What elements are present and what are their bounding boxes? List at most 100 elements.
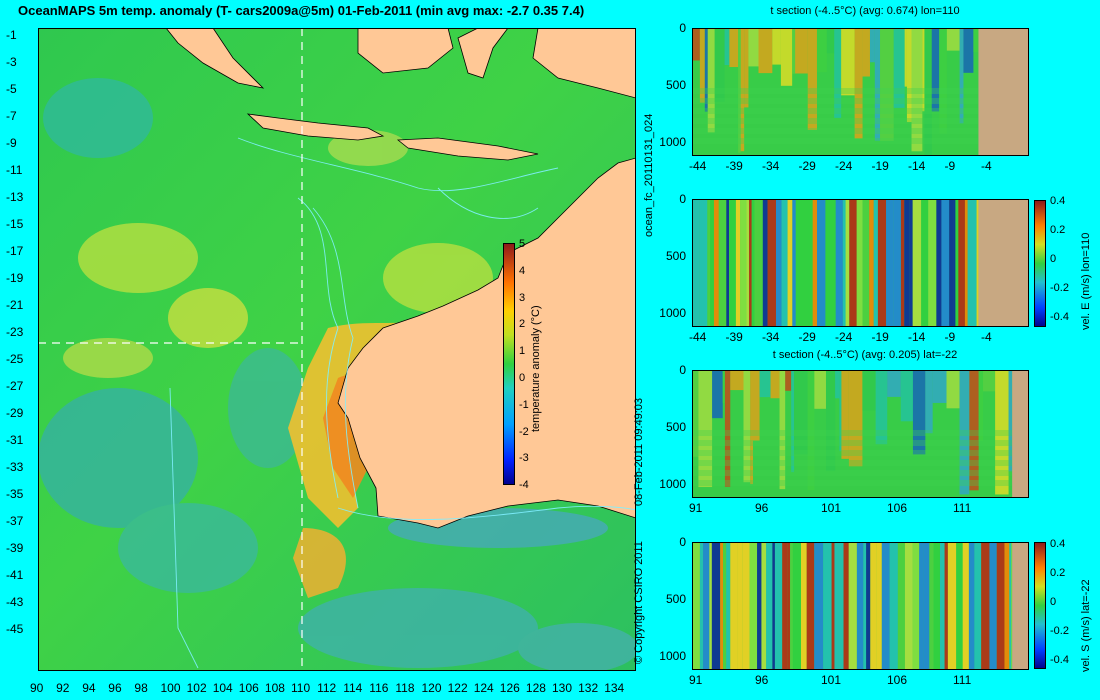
section-depth-band [692, 480, 1013, 486]
temperature-anomaly-map [38, 28, 636, 671]
section-depth-band [692, 460, 1013, 466]
section-stripe [962, 542, 969, 670]
section-colorbar-tick: 0.2 [1050, 224, 1066, 236]
section-stripe [964, 199, 968, 327]
section-x-tick: -39 [725, 159, 743, 173]
section-stripe [862, 28, 870, 77]
section-stripe [795, 199, 805, 327]
section-stripe [953, 199, 956, 327]
section-stripe [699, 199, 708, 327]
section-stripe [936, 199, 942, 327]
section-stripe [825, 199, 833, 327]
section-stripe [967, 199, 977, 327]
section-depth-tick: 1000 [659, 477, 686, 491]
lon-tick-label: 112 [317, 681, 337, 695]
lat-tick-label: -19 [6, 271, 24, 285]
section-depth-tick: 500 [665, 592, 686, 606]
copyright-text: © Copyright CSIRO 2011 [633, 541, 645, 664]
section-stripe [862, 370, 876, 411]
section-stripe [790, 542, 793, 670]
section-stripe [958, 199, 965, 327]
section-stripe [780, 28, 793, 86]
section-stripe [707, 199, 711, 327]
section-stripe [735, 199, 741, 327]
section-stripe [746, 199, 750, 327]
section-x-tick: 111 [953, 673, 972, 687]
map-colorbar-tick: 2 [519, 318, 526, 331]
section-stripe [709, 542, 712, 670]
section-stripe [848, 542, 857, 670]
section-stripe [807, 370, 815, 491]
section-stripe [722, 370, 725, 404]
section-stripe [841, 28, 855, 96]
lat-tick-label: -11 [6, 163, 23, 177]
section-stripe [856, 542, 864, 670]
map-colorbar-label: temperature anomaly (°C) [530, 305, 542, 432]
lat-tick-label: -25 [6, 352, 24, 366]
section-stripe [742, 542, 750, 670]
lat-tick-label: -23 [6, 325, 24, 339]
lesser-sunda-land [396, 137, 539, 161]
section-depth-tick: 1000 [659, 649, 686, 663]
section-stripe [862, 199, 870, 327]
section-stripe [944, 542, 948, 670]
map-colorbar-tick: -4 [519, 479, 529, 492]
section-stripe [893, 199, 901, 327]
section-stripe [723, 542, 727, 670]
lon-tick-label: 92 [56, 681, 70, 695]
lat-tick-label: -7 [6, 109, 17, 123]
section-colorbar-tick: 0.2 [1050, 567, 1066, 579]
section-stripe [726, 199, 730, 327]
section-stripe [740, 28, 745, 152]
section-stripe [816, 28, 827, 73]
section-stripe [854, 28, 863, 139]
eastern-islands-land [532, 28, 636, 99]
section-stripe [978, 370, 984, 441]
section-stripe [839, 370, 842, 452]
section-stripe [912, 370, 926, 455]
section-depth-band [692, 450, 1013, 456]
timestamp-text: 08-Feb-2011 09:49:03 [633, 397, 645, 506]
section-x-tick: -44 [689, 159, 707, 173]
section-stripe [912, 199, 922, 327]
section-stripe [996, 542, 1005, 670]
section-stripe [880, 28, 894, 141]
lat-tick-label: -9 [6, 136, 17, 150]
section-depth-tick: 1000 [659, 306, 686, 320]
section-stripe [792, 28, 796, 74]
section-3-temperature-lat22 [692, 370, 1029, 498]
section-depth-tick: 500 [665, 78, 686, 92]
section-4-velocity-south-lat22 [692, 542, 1029, 670]
section-stripe [759, 370, 771, 398]
section-stripe [774, 542, 783, 670]
section-x-tick: -19 [871, 159, 889, 173]
section-stripe [921, 199, 929, 327]
section-land [1012, 370, 1029, 498]
section-stripe [959, 28, 964, 124]
bathymetry-contours [169, 137, 636, 669]
section-stripe [720, 542, 724, 670]
section-stripe [832, 199, 836, 327]
lat-tick-label: -27 [6, 379, 24, 393]
section-stripe [875, 370, 888, 445]
section-stripe [724, 370, 731, 487]
lon-tick-label: 126 [499, 681, 520, 695]
section-colorbar-tick: 0 [1050, 596, 1057, 608]
section-x-tick: -4 [981, 330, 992, 344]
section-stripe [750, 370, 754, 485]
section-stripe [692, 199, 700, 327]
lon-tick-label: 94 [82, 681, 96, 695]
section-stripe [983, 370, 996, 392]
section-stripe [779, 370, 786, 490]
section-x-tick: 106 [887, 501, 908, 515]
section-stripe [924, 28, 932, 155]
section-stripe [842, 199, 846, 327]
section-stripe [866, 542, 871, 670]
section-depth-tick: 0 [679, 535, 686, 549]
section-stripe [968, 542, 975, 670]
lon-tick-label: 110 [291, 681, 311, 695]
section-stripe [744, 28, 749, 108]
section-stripe [748, 28, 759, 67]
section-depth-tick: 1000 [659, 135, 686, 149]
section-stripe [877, 199, 887, 327]
